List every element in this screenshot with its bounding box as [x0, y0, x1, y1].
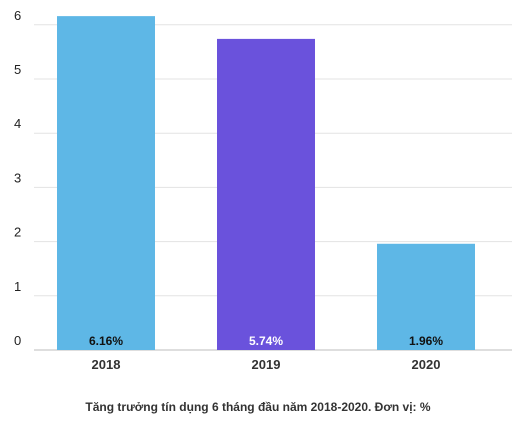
bar-chart: 0 1 2 3 4 5 6 6.16% 2018 5.74% 2019 1.96% 2020: [14, 8, 512, 372]
bar-2020: [377, 243, 475, 350]
y-tick-label: 1: [14, 279, 21, 294]
data-label: 1.96%: [409, 334, 443, 348]
y-tick-label: 4: [14, 116, 21, 131]
x-tick-label: 2020: [412, 357, 441, 372]
y-tick-label: 5: [14, 62, 21, 77]
bar-2019: [217, 38, 315, 350]
bar-2018: [57, 16, 155, 351]
y-tick-label: 3: [14, 170, 21, 185]
y-tick-label: 6: [14, 8, 21, 23]
data-label: 5.74%: [249, 334, 283, 348]
y-tick-label: 0: [14, 333, 21, 348]
x-tick-label: 2018: [92, 357, 121, 372]
y-tick-label: 2: [14, 225, 21, 240]
chart-caption: Tăng trưởng tín dụng 6 tháng đầu năm 201…: [85, 400, 431, 414]
data-label: 6.16%: [89, 334, 123, 348]
x-tick-label: 2019: [252, 357, 281, 372]
